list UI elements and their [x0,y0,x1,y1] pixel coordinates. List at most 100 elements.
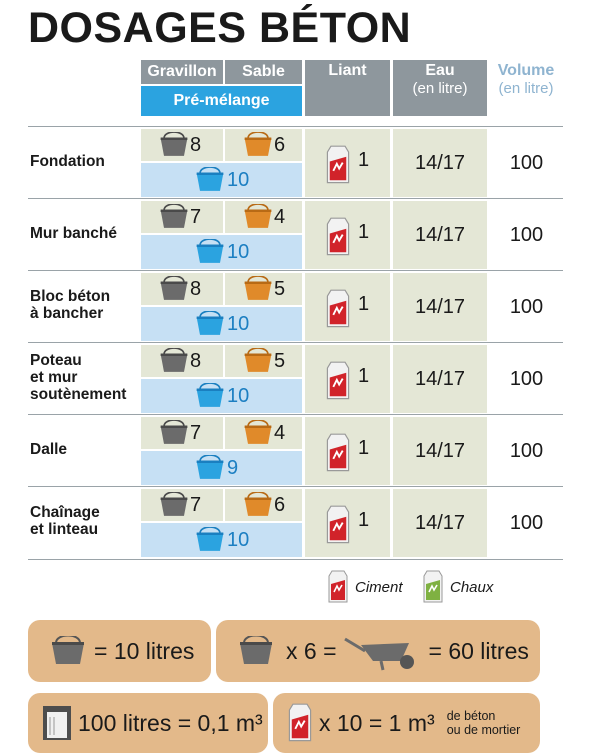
info-note-line2: ou de mortier [446,723,521,737]
row-label: Mur banché [30,225,117,242]
cell-gravillon: 7 [141,201,223,233]
orange-bucket-icon [244,204,272,228]
gravillon-value: 8 [190,349,202,372]
grey-bucket-icon [160,420,188,444]
cell-liant: 1 [305,201,390,269]
cell-volume: 100 [509,439,544,462]
legend-ciment: Ciment [327,570,403,604]
cell-sable: 5 [225,273,302,305]
liant-value: 1 [358,365,370,387]
cell-liant: 1 [305,345,390,413]
cell-eau: 14/17 [393,201,487,269]
header-premix: Pré-mélange [141,86,302,116]
info-bucket-volume: = 10 litres [28,620,211,682]
cement-bag-icon [326,145,350,184]
premix-value: 10 [227,240,250,263]
liant-value: 1 [358,293,370,315]
table-row: Chaînage et linteau 7 6 10 1 14/17 100 [28,486,563,560]
cement-bag-icon [326,433,350,472]
cell-eau: 14/17 [393,489,487,557]
gravillon-value: 8 [190,277,202,300]
grey-bucket-icon [160,276,188,300]
legend-ciment-label: Ciment [355,578,403,596]
premix-value: 10 [227,384,250,407]
sable-value: 4 [274,205,286,228]
grey-bucket-icon [160,492,188,516]
sable-value: 5 [274,277,286,300]
sable-value: 6 [274,493,286,516]
cell-sable: 6 [225,129,302,161]
cell-gravillon: 8 [141,345,223,377]
orange-bucket-icon [244,492,272,516]
header-liant: Liant [305,60,390,116]
cell-liant: 1 [305,417,390,485]
cell-gravillon: 8 [141,129,223,161]
premix-value: 10 [227,528,250,551]
table-row: Fondation 8 6 10 1 14/17 100 [28,126,563,199]
cell-eau: 14/17 [393,129,487,197]
cell-premix: 9 [141,451,302,485]
cement-bag-icon [328,570,348,603]
cell-liant: 1 [305,489,390,557]
cell-volume: 100 [509,151,544,174]
header-gravillon: Gravillon [141,60,223,84]
table-row: Mur banché 7 4 10 1 14/17 100 [28,198,563,271]
row-label: Chaînage et linteau [30,504,100,538]
cell-volume: 100 [509,295,544,318]
grey-bucket-icon [160,132,188,156]
cell-sable: 4 [225,201,302,233]
blue-bucket-icon [196,239,224,263]
cube-container-icon [43,706,71,740]
info-volume-text: 100 litres = 0,1 m³ [78,709,263,736]
cement-bag-icon [288,703,312,742]
cell-liant: 1 [305,129,390,197]
grey-bucket-icon [240,636,272,664]
cell-gravillon: 8 [141,273,223,305]
orange-bucket-icon [244,276,272,300]
liant-value: 1 [358,221,370,243]
cement-bag-icon [326,289,350,328]
premix-value: 9 [227,456,239,479]
cell-gravillon: 7 [141,489,223,521]
lime-bag-icon [423,570,443,603]
orange-bucket-icon [244,132,272,156]
sable-value: 6 [274,133,286,156]
grey-bucket-icon [160,204,188,228]
gravillon-value: 8 [190,133,202,156]
info-x6-text: x 6 = [286,637,337,664]
cell-premix: 10 [141,523,302,557]
cement-bag-icon [326,505,350,544]
cell-gravillon: 7 [141,417,223,449]
liant-value: 1 [358,437,370,459]
cell-eau: 14/17 [393,345,487,413]
blue-bucket-icon [196,311,224,335]
page-title: DOSAGES BÉTON [28,4,412,52]
info-bags-text: x 10 = 1 m³ [319,709,435,736]
premix-value: 10 [227,168,250,191]
info-bucket-text: = 10 litres [94,637,195,664]
blue-bucket-icon [196,167,224,191]
table-row: Dalle 7 4 9 1 14/17 100 [28,414,563,487]
cell-premix: 10 [141,235,302,269]
cell-volume: 100 [509,511,544,534]
blue-bucket-icon [196,455,224,479]
cement-bag-icon [326,217,350,256]
info-note-line1: de béton [446,709,496,723]
header-sable: Sable [225,60,302,84]
liant-value: 1 [358,509,370,531]
row-label: Dalle [30,441,68,458]
sable-value: 5 [274,349,286,372]
legend-chaux-label: Chaux [450,578,494,596]
cell-sable: 5 [225,345,302,377]
header-eau-label: Eau [425,62,455,79]
orange-bucket-icon [244,348,272,372]
row-label: Poteau et mur soutènement [30,352,127,403]
grey-bucket-icon [160,348,188,372]
header-volume-unit: (en litre) [498,80,554,97]
header-eau-unit: (en litre) [412,80,468,97]
cell-volume: 100 [509,223,544,246]
cell-eau: 14/17 [393,417,487,485]
premix-value: 10 [227,312,250,335]
sable-value: 4 [274,421,286,444]
info-note: de béton ou de mortier [447,709,521,737]
